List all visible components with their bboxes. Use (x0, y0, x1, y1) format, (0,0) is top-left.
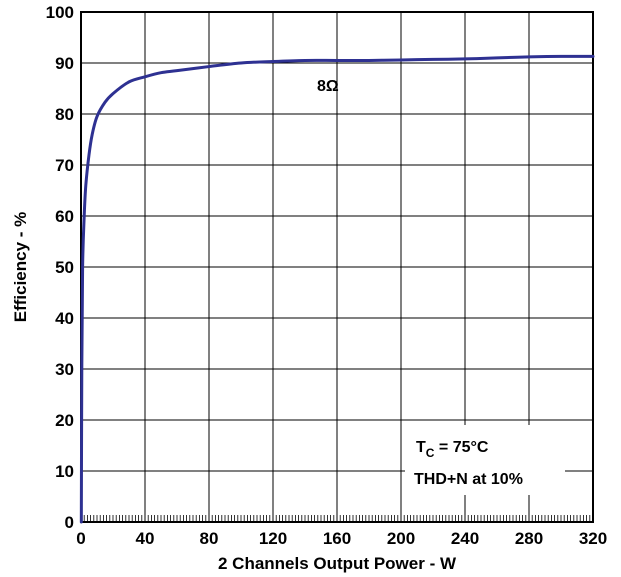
x-tick-label-5: 200 (387, 529, 415, 548)
series-label: 8Ω (317, 78, 339, 95)
y-tick-label-6: 60 (55, 207, 74, 226)
y-tick-label-2: 20 (55, 411, 74, 430)
x-tick-label-1: 40 (136, 529, 155, 548)
x-tick-label-3: 120 (259, 529, 287, 548)
y-tick-label-9: 90 (55, 54, 74, 73)
y-tick-label-0: 0 (65, 513, 74, 532)
tc-annotation: TC = 75°C (416, 439, 489, 460)
x-axis-title: 2 Channels Output Power - W (218, 554, 457, 573)
minor-ticks (80, 515, 594, 522)
x-tick-label-2: 80 (200, 529, 219, 548)
tc-main: T (416, 439, 426, 456)
tc-value: = 75°C (434, 439, 488, 456)
tc-subscript: C (426, 446, 435, 460)
thd-annotation: THD+N at 10% (414, 471, 523, 488)
y-tick-label-10: 100 (46, 3, 74, 22)
x-tick-label-7: 280 (515, 529, 543, 548)
y-tick-label-3: 30 (55, 360, 74, 379)
y-tick-labels: 0 10 20 30 40 50 60 70 80 90 100 (46, 3, 74, 532)
x-tick-label-4: 160 (323, 529, 351, 548)
series-line-8ohm (79, 54, 595, 524)
x-tick-label-0: 0 (76, 529, 85, 548)
y-tick-label-4: 40 (55, 309, 74, 328)
conditions-box (405, 425, 565, 495)
x-tick-label-8: 320 (579, 529, 607, 548)
y-tick-label-1: 10 (55, 462, 74, 481)
y-tick-label-5: 50 (55, 258, 74, 277)
plot-frame (80, 11, 594, 523)
x-tick-labels: 0 40 80 120 160 200 240 280 320 (76, 529, 607, 548)
y-axis-title: Efficiency - % (11, 212, 30, 323)
x-tick-label-6: 240 (451, 529, 479, 548)
y-tick-label-7: 70 (55, 156, 74, 175)
y-tick-label-8: 80 (55, 105, 74, 124)
